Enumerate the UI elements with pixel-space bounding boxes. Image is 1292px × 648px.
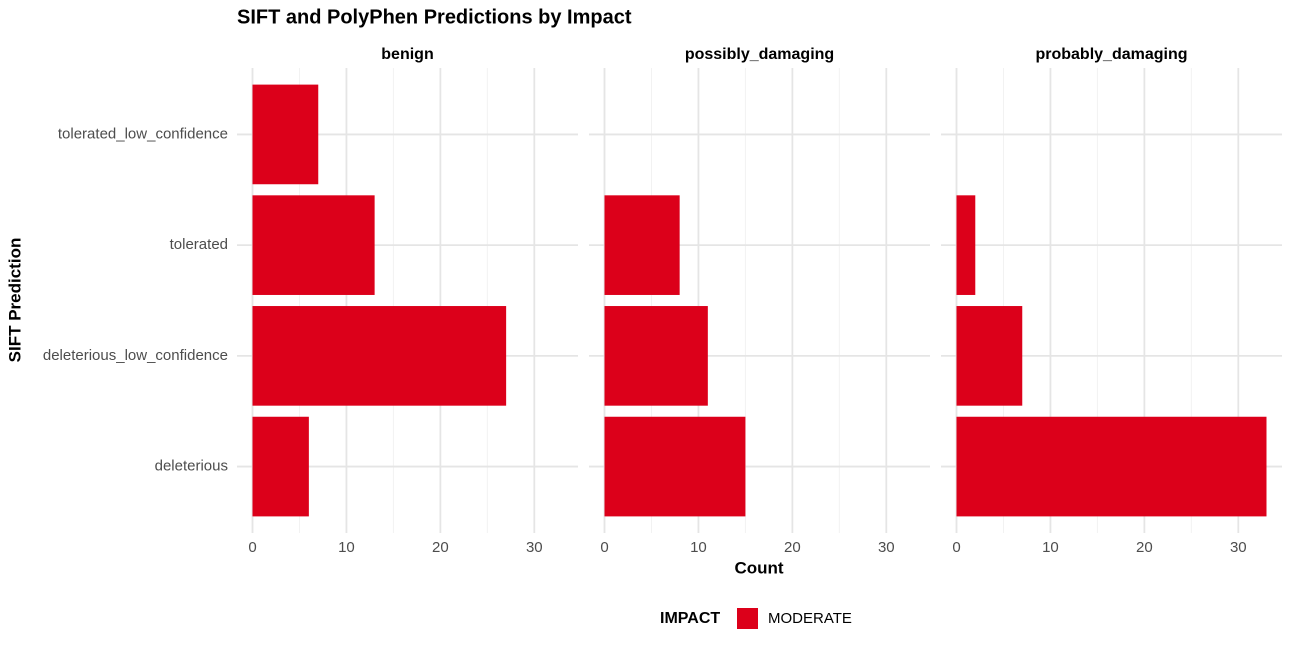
x-tick-label: 0 [952, 539, 960, 556]
y-tick-label: tolerated [170, 236, 228, 253]
facet-label: benign [381, 46, 433, 63]
x-axis-label: Count [734, 558, 783, 577]
bar [252, 84, 319, 185]
bar [252, 306, 507, 406]
x-tick-label: 30 [878, 539, 895, 556]
bar [604, 416, 746, 517]
bar [252, 416, 309, 517]
y-tick-label: deleterious [155, 458, 228, 475]
y-axis-label: SIFT Prediction [5, 238, 24, 363]
bar [956, 306, 1023, 406]
x-tick-label: 20 [432, 539, 449, 556]
y-tick-label: tolerated_low_confidence [58, 125, 228, 142]
x-tick-label: 0 [248, 539, 256, 556]
bar [956, 416, 1267, 517]
bar [252, 195, 375, 295]
x-tick-label: 30 [526, 539, 543, 556]
legend-label: MODERATE [768, 610, 852, 627]
bar [604, 195, 680, 295]
chart-title: SIFT and PolyPhen Predictions by Impact [237, 6, 632, 28]
x-tick-label: 10 [1042, 539, 1059, 556]
facet-label: possibly_damaging [685, 46, 834, 63]
legend-swatch [737, 608, 758, 629]
x-tick-label: 20 [1136, 539, 1153, 556]
x-tick-label: 30 [1230, 539, 1247, 556]
facet-label: probably_damaging [1035, 46, 1187, 63]
x-tick-label: 20 [784, 539, 801, 556]
y-tick-label: deleterious_low_confidence [43, 347, 228, 364]
bar [956, 195, 976, 295]
legend-title: IMPACT [660, 610, 720, 627]
x-tick-label: 10 [338, 539, 355, 556]
x-tick-label: 0 [600, 539, 608, 556]
x-tick-label: 10 [690, 539, 707, 556]
bar [604, 306, 708, 406]
